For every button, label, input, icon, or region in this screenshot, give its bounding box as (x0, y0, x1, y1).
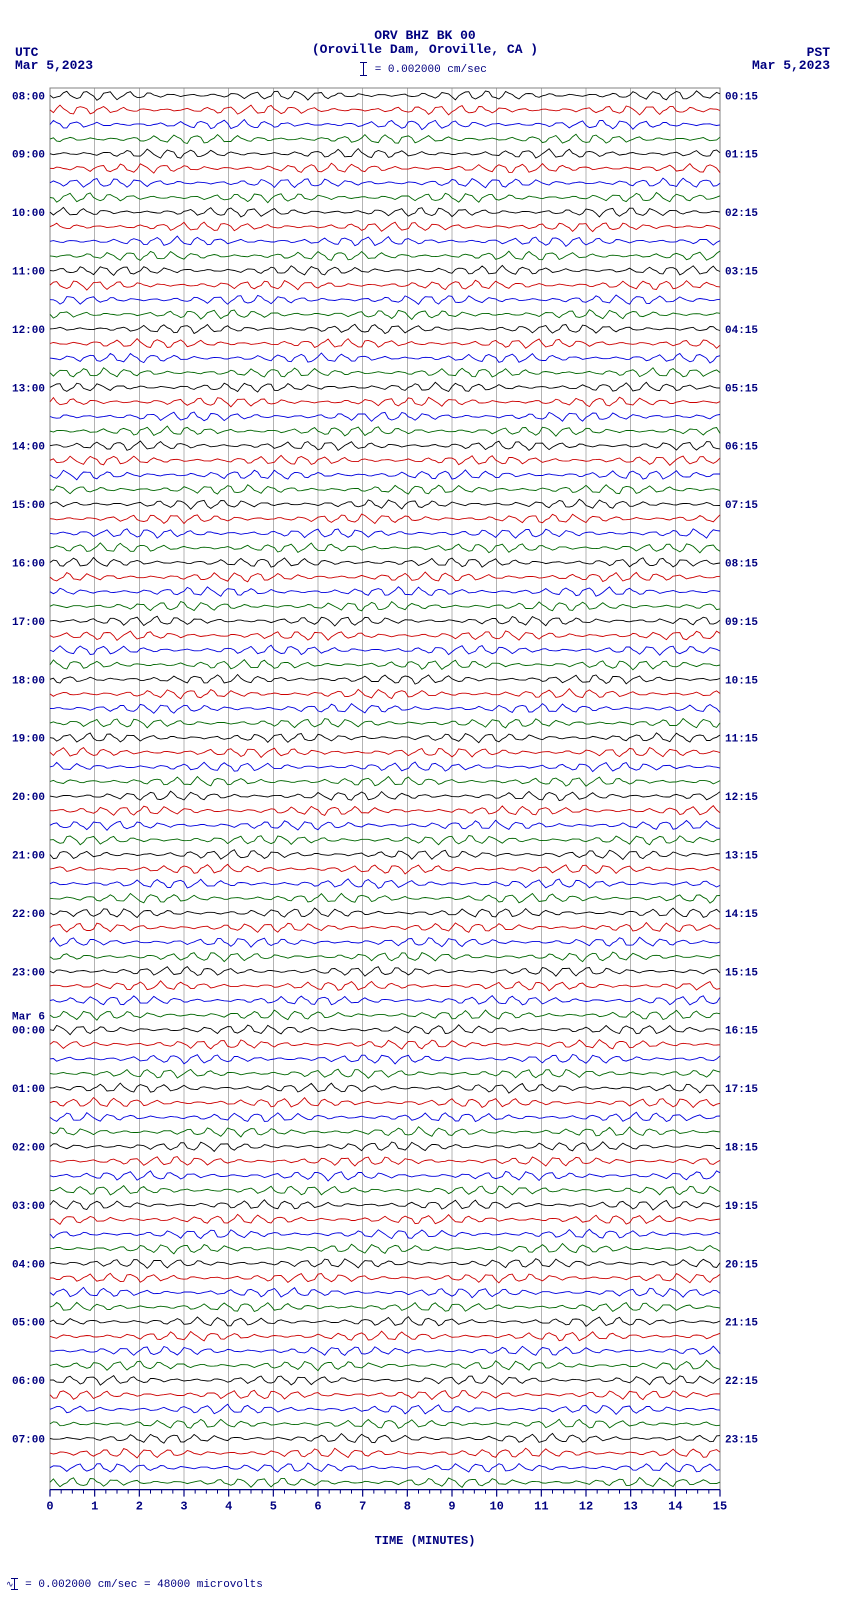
svg-text:23:00: 23:00 (12, 967, 45, 979)
svg-text:09:15: 09:15 (725, 617, 758, 629)
svg-text:12:00: 12:00 (12, 325, 45, 337)
svg-text:06:00: 06:00 (12, 1376, 45, 1388)
svg-text:07:00: 07:00 (12, 1435, 45, 1447)
svg-text:8: 8 (404, 1500, 411, 1514)
x-axis-label: TIME (MINUTES) (0, 1534, 850, 1548)
svg-text:13: 13 (623, 1500, 637, 1514)
svg-text:19:15: 19:15 (725, 1201, 758, 1213)
svg-text:21:00: 21:00 (12, 851, 45, 863)
station-location: (Oroville Dam, Oroville, CA ) (0, 42, 850, 57)
svg-text:12:15: 12:15 (725, 792, 758, 804)
svg-text:3: 3 (180, 1500, 187, 1514)
scale-text: = 0.002000 cm/sec (375, 64, 487, 76)
svg-text:11:00: 11:00 (12, 267, 45, 279)
svg-text:15:00: 15:00 (12, 500, 45, 512)
svg-text:18:00: 18:00 (12, 675, 45, 687)
svg-text:09:00: 09:00 (12, 150, 45, 162)
svg-text:08:00: 08:00 (12, 91, 45, 103)
svg-text:22:15: 22:15 (725, 1376, 758, 1388)
svg-text:6: 6 (314, 1500, 321, 1514)
svg-text:2: 2 (136, 1500, 143, 1514)
svg-text:14: 14 (668, 1500, 682, 1514)
svg-text:07:15: 07:15 (725, 500, 758, 512)
svg-text:10:15: 10:15 (725, 675, 758, 687)
svg-text:10:00: 10:00 (12, 208, 45, 220)
svg-text:03:00: 03:00 (12, 1201, 45, 1213)
scale-bar-icon (363, 62, 364, 76)
svg-text:16:15: 16:15 (725, 1026, 758, 1038)
svg-text:05:00: 05:00 (12, 1318, 45, 1330)
svg-text:15: 15 (713, 1500, 727, 1514)
svg-text:22:00: 22:00 (12, 909, 45, 921)
svg-text:9: 9 (448, 1500, 455, 1514)
footer-scale-text: = 0.002000 cm/sec = 48000 microvolts (25, 1579, 263, 1591)
svg-text:19:00: 19:00 (12, 734, 45, 746)
svg-text:16:00: 16:00 (12, 559, 45, 571)
svg-text:04:00: 04:00 (12, 1259, 45, 1271)
svg-text:01:00: 01:00 (12, 1084, 45, 1096)
svg-text:06:15: 06:15 (725, 442, 758, 454)
svg-text:12: 12 (579, 1500, 593, 1514)
svg-text:18:15: 18:15 (725, 1143, 758, 1155)
svg-text:20:15: 20:15 (725, 1259, 758, 1271)
svg-text:04:15: 04:15 (725, 325, 758, 337)
svg-text:11: 11 (534, 1500, 548, 1514)
svg-text:23:15: 23:15 (725, 1435, 758, 1447)
svg-text:14:15: 14:15 (725, 909, 758, 921)
svg-text:17:00: 17:00 (12, 617, 45, 629)
svg-text:00:00: 00:00 (12, 1026, 45, 1038)
footer-scale: ∿ = 0.002000 cm/sec = 48000 microvolts (6, 1578, 850, 1591)
svg-text:00:15: 00:15 (725, 91, 758, 103)
svg-text:15:15: 15:15 (725, 967, 758, 979)
svg-text:13:15: 13:15 (725, 851, 758, 863)
svg-text:1: 1 (91, 1500, 98, 1514)
svg-text:Mar 6: Mar 6 (12, 1012, 45, 1024)
svg-text:05:15: 05:15 (725, 383, 758, 395)
scale-bar-icon (14, 1578, 15, 1590)
svg-text:02:00: 02:00 (12, 1143, 45, 1155)
svg-text:08:15: 08:15 (725, 559, 758, 571)
svg-text:01:15: 01:15 (725, 150, 758, 162)
station-title: ORV BHZ BK 00 (0, 28, 850, 43)
svg-text:7: 7 (359, 1500, 366, 1514)
svg-text:17:15: 17:15 (725, 1084, 758, 1096)
svg-text:20:00: 20:00 (12, 792, 45, 804)
svg-text:03:15: 03:15 (725, 267, 758, 279)
svg-text:11:15: 11:15 (725, 734, 758, 746)
svg-text:02:15: 02:15 (725, 208, 758, 220)
svg-text:0: 0 (46, 1500, 53, 1514)
svg-text:21:15: 21:15 (725, 1318, 758, 1330)
scale-indicator: = 0.002000 cm/sec (0, 62, 850, 76)
svg-text:4: 4 (225, 1500, 232, 1514)
header: ORV BHZ BK 00 (Oroville Dam, Oroville, C… (0, 0, 850, 80)
svg-text:13:00: 13:00 (12, 383, 45, 395)
helicorder-plot: 08:00 00:15 09:00 01:15 10:00 02:15 11:00 03:15… (0, 80, 850, 1532)
svg-text:14:00: 14:00 (12, 442, 45, 454)
svg-text:5: 5 (270, 1500, 277, 1514)
svg-text:10: 10 (489, 1500, 503, 1514)
